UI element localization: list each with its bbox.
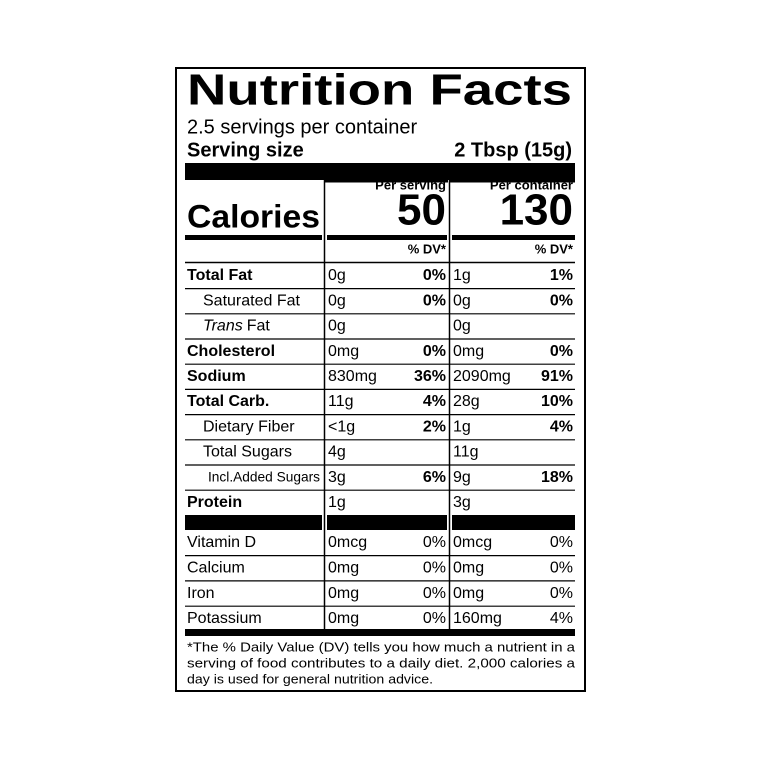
daily-value: 0% [423,534,446,551]
dv-header: % DV* [408,241,447,256]
daily-value: 18% [541,469,573,486]
daily-value: 0% [423,585,446,602]
amount: 28g [453,393,480,410]
amount: 1g [328,494,346,511]
daily-value: 0% [550,534,573,551]
footnote: *The % Daily Value (DV) tells you how mu… [187,639,576,654]
daily-value: 0% [423,292,446,309]
daily-value: 2% [423,418,446,435]
amount: 3g [328,469,346,486]
nutrient-name: Total Carb. [187,393,269,410]
nutrient-name: Potassium [187,610,262,627]
daily-value: 1% [550,267,573,284]
amount: 0mg [328,343,359,360]
amount: <1g [328,418,355,435]
servings: 2.5 servings per container [187,116,417,138]
amount: 0g [328,267,346,284]
daily-value: 4% [550,610,573,627]
nutrient-name: Saturated Fat [203,292,301,309]
daily-value: 10% [541,393,573,410]
amount: 0g [328,292,346,309]
daily-value: 91% [541,368,573,385]
nutrient-name: Calcium [187,560,245,577]
amount: 0mg [328,610,359,627]
calories-label: Calories [187,198,320,234]
daily-value: 0% [423,267,446,284]
amount: 0mg [453,585,484,602]
nutrient-name: Incl.Added Sugars [208,468,320,484]
amount: 0mg [328,560,359,577]
daily-value: 0% [550,343,573,360]
amount: 1g [453,418,471,435]
footnote: serving of food contributes to a daily d… [187,655,576,670]
amount: 830mg [328,368,377,385]
amount: 0g [453,292,471,309]
amount: 4g [328,444,346,461]
header-rule [325,180,448,183]
serving-size: 2 Tbsp (15g) [454,139,572,161]
daily-value: 36% [414,368,446,385]
footnote: day is used for general nutrition advice… [187,671,433,686]
daily-value: 0% [550,292,573,309]
daily-value: 4% [423,393,446,410]
daily-value: 6% [423,469,446,486]
nutrient-name: Total Sugars [203,444,292,461]
nutrient-name-italic: Trans [203,318,243,335]
dv-header: % DV* [535,241,574,256]
daily-value: 0% [550,560,573,577]
label-border [175,67,586,692]
amount: 0mg [453,343,484,360]
nutrient-name: Sodium [187,368,246,385]
calories-value: 130 [500,186,573,235]
nutrient-name: Iron [187,585,215,602]
amount: 3g [453,494,471,511]
amount: 2090mg [453,368,511,385]
nutrient-name: Total Fat [187,267,253,284]
amount: 0mg [328,585,359,602]
header-rule [450,180,575,183]
amount: 0mg [453,560,484,577]
nutrient-name: Dietary Fiber [203,418,295,435]
daily-value: 0% [423,560,446,577]
amount: 11g [328,393,354,410]
daily-value: 0% [423,343,446,360]
title: Nutrition Facts [187,66,572,115]
serving-size-label: Serving size [187,139,304,161]
amount: 11g [453,444,479,461]
amount: 0g [328,318,346,335]
thick-bar [185,515,575,530]
daily-value: 0% [423,610,446,627]
nutrient-name: Vitamin D [187,534,256,551]
calories-bar [185,235,575,240]
nutrient-name: Fat [247,318,271,335]
amount: 0mcg [328,534,367,551]
thick-bar [185,163,575,180]
daily-value: 0% [550,585,573,602]
amount: 0mcg [453,534,492,551]
amount: 160mg [453,610,502,627]
nutrient-name: Cholesterol [187,343,275,360]
amount: 1g [453,267,471,284]
nutrient-name: Protein [187,494,242,511]
amount: 0g [453,318,471,335]
calories-value: 50 [397,186,446,235]
thick-bar [185,629,575,636]
amount: 9g [453,469,471,486]
daily-value: 4% [550,418,573,435]
